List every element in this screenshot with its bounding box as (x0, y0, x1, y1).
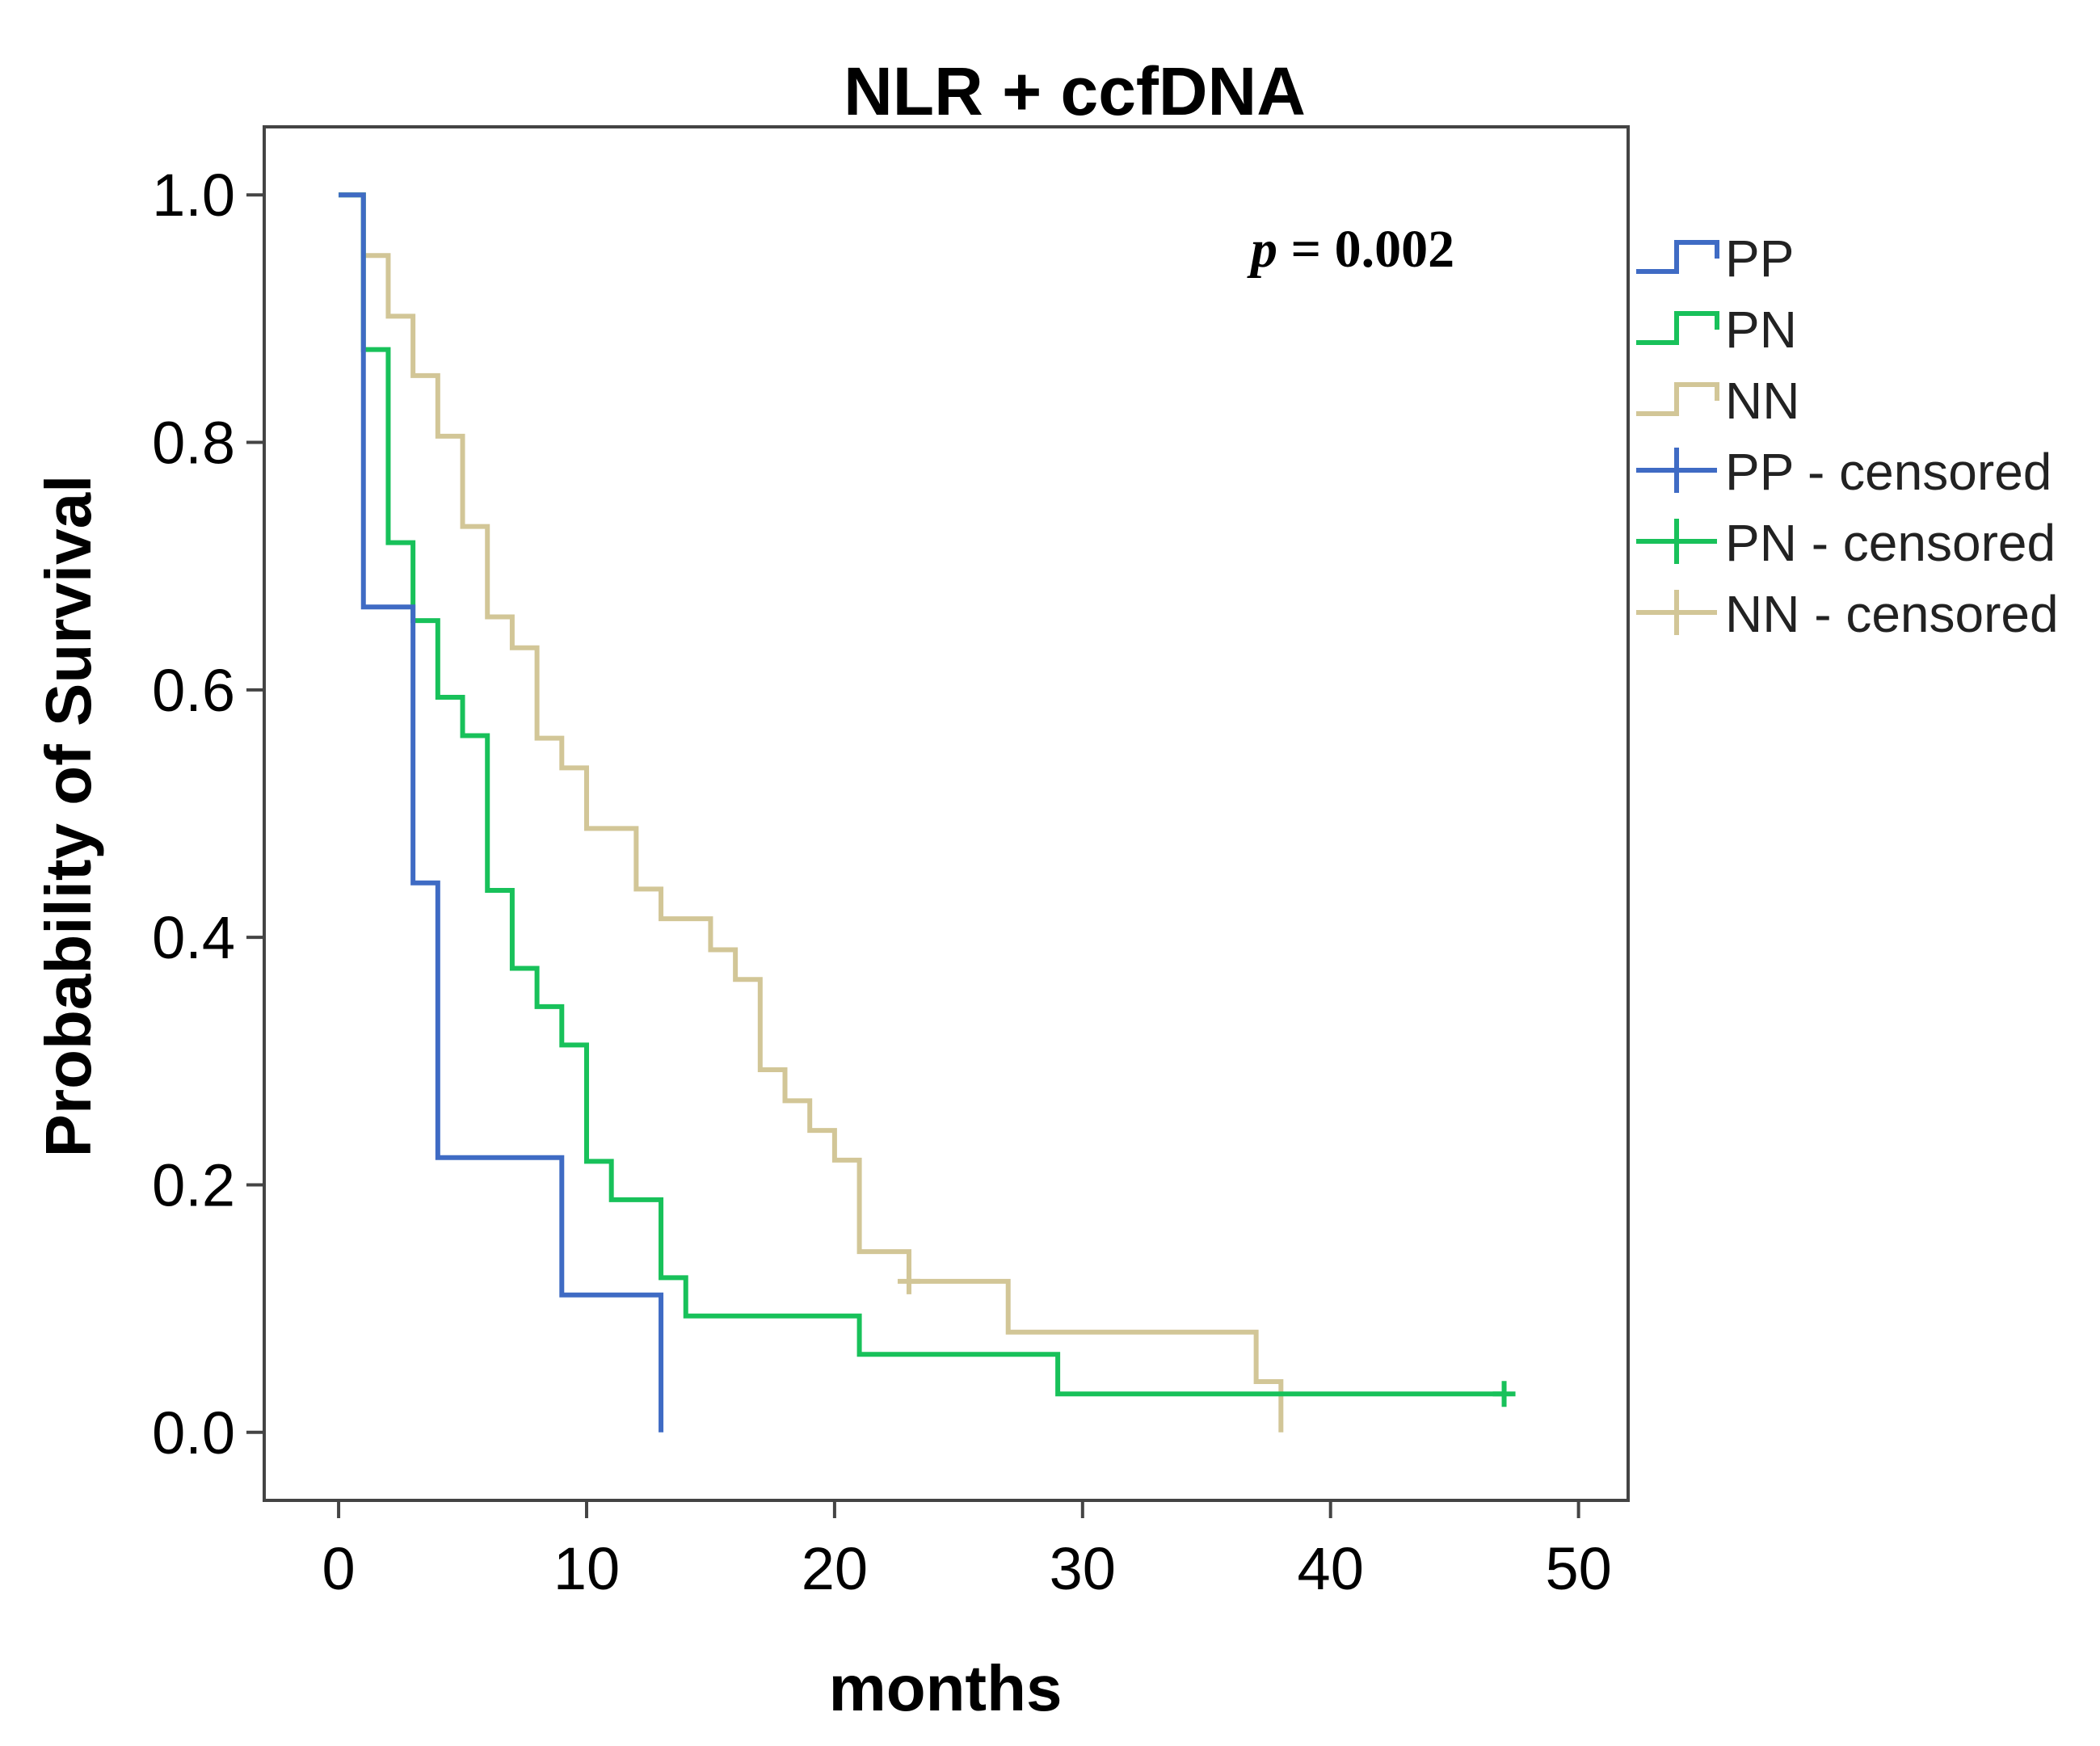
legend-label: NN - censored (1725, 585, 2059, 643)
censor-marks (897, 1268, 1516, 1407)
censor-mark-nn (897, 1268, 920, 1294)
x-tick-label: 20 (802, 1535, 868, 1602)
x-tick-label: 40 (1298, 1535, 1364, 1602)
x-axis: 0 10 20 30 40 50 (322, 1500, 1612, 1602)
p-value-text: = 0.002 (1277, 220, 1454, 279)
y-tick-label: 0.4 (152, 904, 235, 971)
series-layer (339, 192, 1505, 1433)
legend-swatch (1636, 240, 1719, 274)
x-tick-label: 30 (1050, 1535, 1116, 1602)
series-line-pp (339, 192, 664, 1433)
plot-frame (263, 125, 1630, 1502)
legend-label: NN (1725, 372, 1799, 430)
y-tick-label: 0.0 (152, 1399, 235, 1466)
legend-swatch (1636, 382, 1719, 416)
legend-swatch (1636, 519, 1717, 564)
p-value-symbol: p (1247, 220, 1277, 279)
legend-swatch (1636, 590, 1717, 635)
legend-swatch (1636, 448, 1717, 493)
y-tick-label: 0.2 (152, 1151, 235, 1218)
x-tick-label: 50 (1545, 1535, 1611, 1602)
legend-label: PN (1725, 301, 1797, 359)
y-tick-label: 0.8 (152, 410, 235, 477)
series-line-nn (339, 192, 1284, 1433)
y-tick-label: 0.6 (152, 657, 235, 724)
x-tick-label: 0 (322, 1535, 355, 1602)
x-tick-label: 10 (553, 1535, 620, 1602)
legend-label: PN - censored (1725, 514, 2056, 572)
x-axis-label: months (829, 1652, 1063, 1724)
series-line-pn (339, 192, 1505, 1397)
legend-label: PP - censored (1725, 443, 2052, 501)
y-axis-label: Probability of Survival (32, 475, 104, 1158)
chart-title: NLR + ccfDNA (844, 53, 1306, 129)
legend-swatch (1636, 311, 1719, 345)
y-tick-label: 1.0 (152, 162, 235, 229)
legend-label: PP (1725, 229, 1794, 288)
legend: PP PN NN PP - censored PN - censored NN - cen… (1636, 229, 2059, 643)
p-value-annotation: p = 0.002 (1247, 220, 1454, 279)
censor-mark-pn (1492, 1381, 1516, 1407)
y-axis: 0.0 0.2 0.4 0.6 0.8 1.0 (152, 162, 264, 1466)
